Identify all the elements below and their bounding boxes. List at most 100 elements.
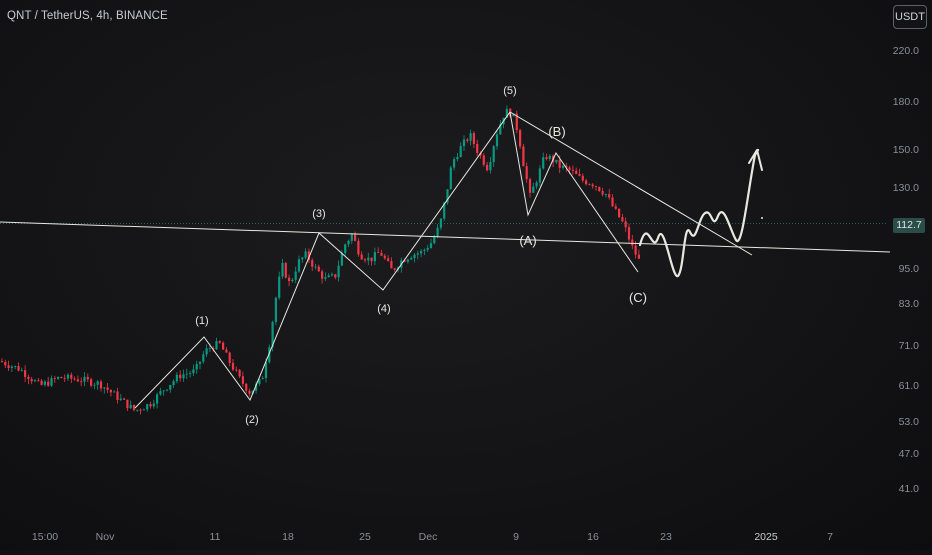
candle-body bbox=[413, 254, 416, 259]
candle-body bbox=[208, 348, 211, 349]
candle-body bbox=[433, 236, 436, 244]
candle-body bbox=[538, 168, 541, 183]
candle-body bbox=[387, 258, 390, 262]
currency-badge[interactable]: USDT bbox=[893, 5, 927, 29]
candle-body bbox=[456, 157, 459, 160]
candle-body bbox=[354, 234, 357, 241]
x-tick-label: 25 bbox=[359, 531, 371, 543]
candle-body bbox=[519, 130, 522, 147]
x-tick-label: Nov bbox=[96, 531, 115, 543]
candle-body bbox=[264, 362, 268, 379]
candle-body bbox=[420, 250, 423, 254]
y-tick-label: 180.0 bbox=[893, 96, 919, 108]
candle-body bbox=[321, 271, 324, 279]
candle-body bbox=[535, 182, 538, 187]
wave-label: (C) bbox=[629, 290, 647, 305]
candle-body bbox=[459, 146, 462, 158]
candle-body bbox=[57, 377, 60, 379]
support-trend-line bbox=[0, 221, 891, 253]
wave-label: (2) bbox=[245, 414, 258, 426]
candle-body bbox=[304, 251, 307, 258]
candle-body bbox=[73, 378, 76, 380]
candle-body bbox=[43, 381, 46, 385]
candle-body bbox=[476, 143, 479, 153]
plot-pane[interactable] bbox=[0, 0, 886, 550]
candle-body bbox=[248, 390, 251, 394]
y-tick-label: 150.0 bbox=[893, 144, 919, 156]
candle-body bbox=[548, 155, 551, 160]
candle-body bbox=[241, 376, 244, 384]
candle-body bbox=[255, 383, 258, 391]
candle-body bbox=[218, 341, 221, 343]
candle-body bbox=[324, 277, 327, 279]
candle-body bbox=[327, 275, 330, 278]
candle-body bbox=[165, 389, 169, 391]
x-tick-label: 11 bbox=[210, 531, 221, 543]
candle-body bbox=[123, 398, 126, 400]
candle-body bbox=[571, 169, 574, 171]
wave-label: (5) bbox=[503, 85, 516, 97]
candle-body bbox=[393, 268, 396, 270]
wave-label: (3) bbox=[312, 208, 325, 220]
y-tick-label: 220.0 bbox=[893, 45, 919, 57]
candle-body bbox=[159, 391, 162, 395]
candle-body bbox=[245, 383, 248, 391]
candle-body bbox=[228, 352, 231, 363]
candle-body bbox=[205, 348, 208, 355]
candle-body bbox=[532, 186, 535, 193]
wave-label: (4) bbox=[377, 303, 390, 315]
candle-body bbox=[436, 227, 439, 237]
candle-body bbox=[189, 373, 192, 375]
candle-body bbox=[109, 389, 112, 393]
candle-body bbox=[215, 341, 218, 350]
candle-body bbox=[545, 157, 548, 160]
candle-body bbox=[357, 240, 360, 255]
candle-body bbox=[258, 379, 261, 384]
candle-body bbox=[360, 254, 363, 260]
candle-body bbox=[377, 252, 380, 253]
candle-body bbox=[60, 377, 63, 378]
candle-body bbox=[486, 164, 489, 171]
candle-body bbox=[542, 157, 545, 169]
candle-body bbox=[443, 202, 446, 219]
resistance-trend-line bbox=[509, 111, 753, 256]
candle-body bbox=[30, 379, 33, 382]
candle-body bbox=[152, 403, 155, 407]
candle-body bbox=[558, 159, 561, 168]
candle-body bbox=[146, 404, 149, 410]
candle-body bbox=[565, 165, 568, 168]
candle-body bbox=[50, 377, 53, 386]
x-tick-label: 9 bbox=[513, 531, 519, 543]
candle-body bbox=[7, 365, 10, 368]
candle-body bbox=[149, 404, 152, 407]
candle-body bbox=[83, 376, 86, 382]
candle-body bbox=[614, 206, 617, 209]
candle-body bbox=[86, 376, 89, 380]
candle-body bbox=[588, 184, 591, 185]
y-tick-label: 53.0 bbox=[899, 416, 920, 428]
candle-body bbox=[492, 146, 495, 162]
impulse-wave-path bbox=[134, 111, 511, 409]
candle-body bbox=[33, 380, 37, 382]
candle-body bbox=[390, 261, 393, 269]
candle-body bbox=[162, 390, 165, 392]
candle-body bbox=[278, 276, 281, 298]
candle-body bbox=[479, 152, 482, 156]
candle-body bbox=[495, 134, 499, 147]
candle-body bbox=[367, 257, 370, 261]
candle-body bbox=[20, 370, 23, 371]
candle-body bbox=[350, 234, 353, 241]
candle-body bbox=[268, 347, 271, 363]
symbol-title: QNT / TetherUS, 4h, BINANCE bbox=[7, 10, 168, 22]
candle-body bbox=[294, 271, 297, 280]
x-tick-label: 23 bbox=[660, 531, 672, 543]
candle-body bbox=[47, 381, 50, 386]
candle-body bbox=[340, 252, 343, 266]
candle-body bbox=[225, 349, 228, 353]
wave-label: (1) bbox=[195, 315, 208, 327]
candle-body bbox=[63, 377, 66, 379]
candle-body bbox=[512, 113, 515, 117]
candle-body bbox=[423, 249, 426, 251]
